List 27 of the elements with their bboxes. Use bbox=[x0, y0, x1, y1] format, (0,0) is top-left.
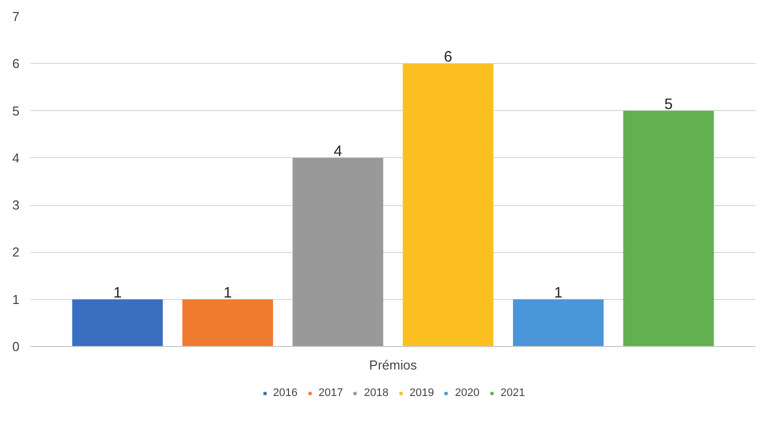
data-label: 1 bbox=[224, 284, 232, 302]
legend-label: 2018 bbox=[364, 387, 388, 399]
y-tick-label: 1 bbox=[12, 292, 20, 307]
data-label: 6 bbox=[444, 48, 452, 66]
legend-label: 2017 bbox=[318, 387, 344, 399]
y-tick-label: 2 bbox=[12, 244, 20, 260]
bar bbox=[72, 299, 163, 346]
data-label: 1 bbox=[113, 284, 122, 302]
bar bbox=[292, 158, 384, 346]
legend-label: 2016 bbox=[273, 387, 298, 399]
data-label: 5 bbox=[664, 96, 673, 113]
y-tick-label: 5 bbox=[12, 103, 20, 118]
y-tick-label: 0 bbox=[12, 339, 20, 354]
legend-label: 2021 bbox=[500, 387, 525, 399]
bar bbox=[623, 110, 714, 346]
data-label: 4 bbox=[334, 142, 342, 160]
y-tick-label: 4 bbox=[12, 150, 20, 166]
y-tick-label: 7 bbox=[12, 9, 20, 24]
legend-label: 2019 bbox=[410, 387, 434, 399]
bar bbox=[402, 64, 494, 346]
y-tick-label: 6 bbox=[12, 56, 20, 72]
y-tick-label: 3 bbox=[12, 198, 20, 213]
legend-label: 2020 bbox=[454, 387, 480, 399]
bar bbox=[512, 299, 604, 346]
bar bbox=[182, 299, 274, 346]
x-tick-label: Prémios bbox=[369, 358, 418, 372]
data-label: 1 bbox=[554, 284, 562, 302]
